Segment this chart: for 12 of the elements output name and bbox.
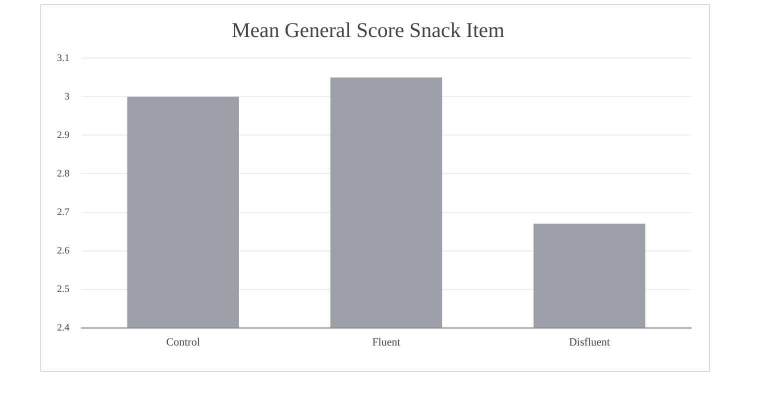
x-tick-label: Disfluent [568, 336, 610, 348]
y-tick-label: 2.5 [57, 284, 70, 295]
y-tick-label: 3 [64, 91, 70, 102]
y-tick-label: 3.1 [57, 52, 70, 64]
x-tick-label: Fluent [372, 336, 400, 348]
y-tick-label: 2.7 [57, 206, 70, 218]
chart-title: Mean General Score Snack Item [232, 18, 504, 42]
y-tick-label: 2.6 [57, 245, 70, 256]
x-tick-label: Control [166, 336, 200, 348]
y-tick-label: 2.8 [57, 168, 70, 180]
y-tick-label: 2.9 [57, 130, 70, 141]
y-tick-label: 2.4 [57, 322, 70, 334]
